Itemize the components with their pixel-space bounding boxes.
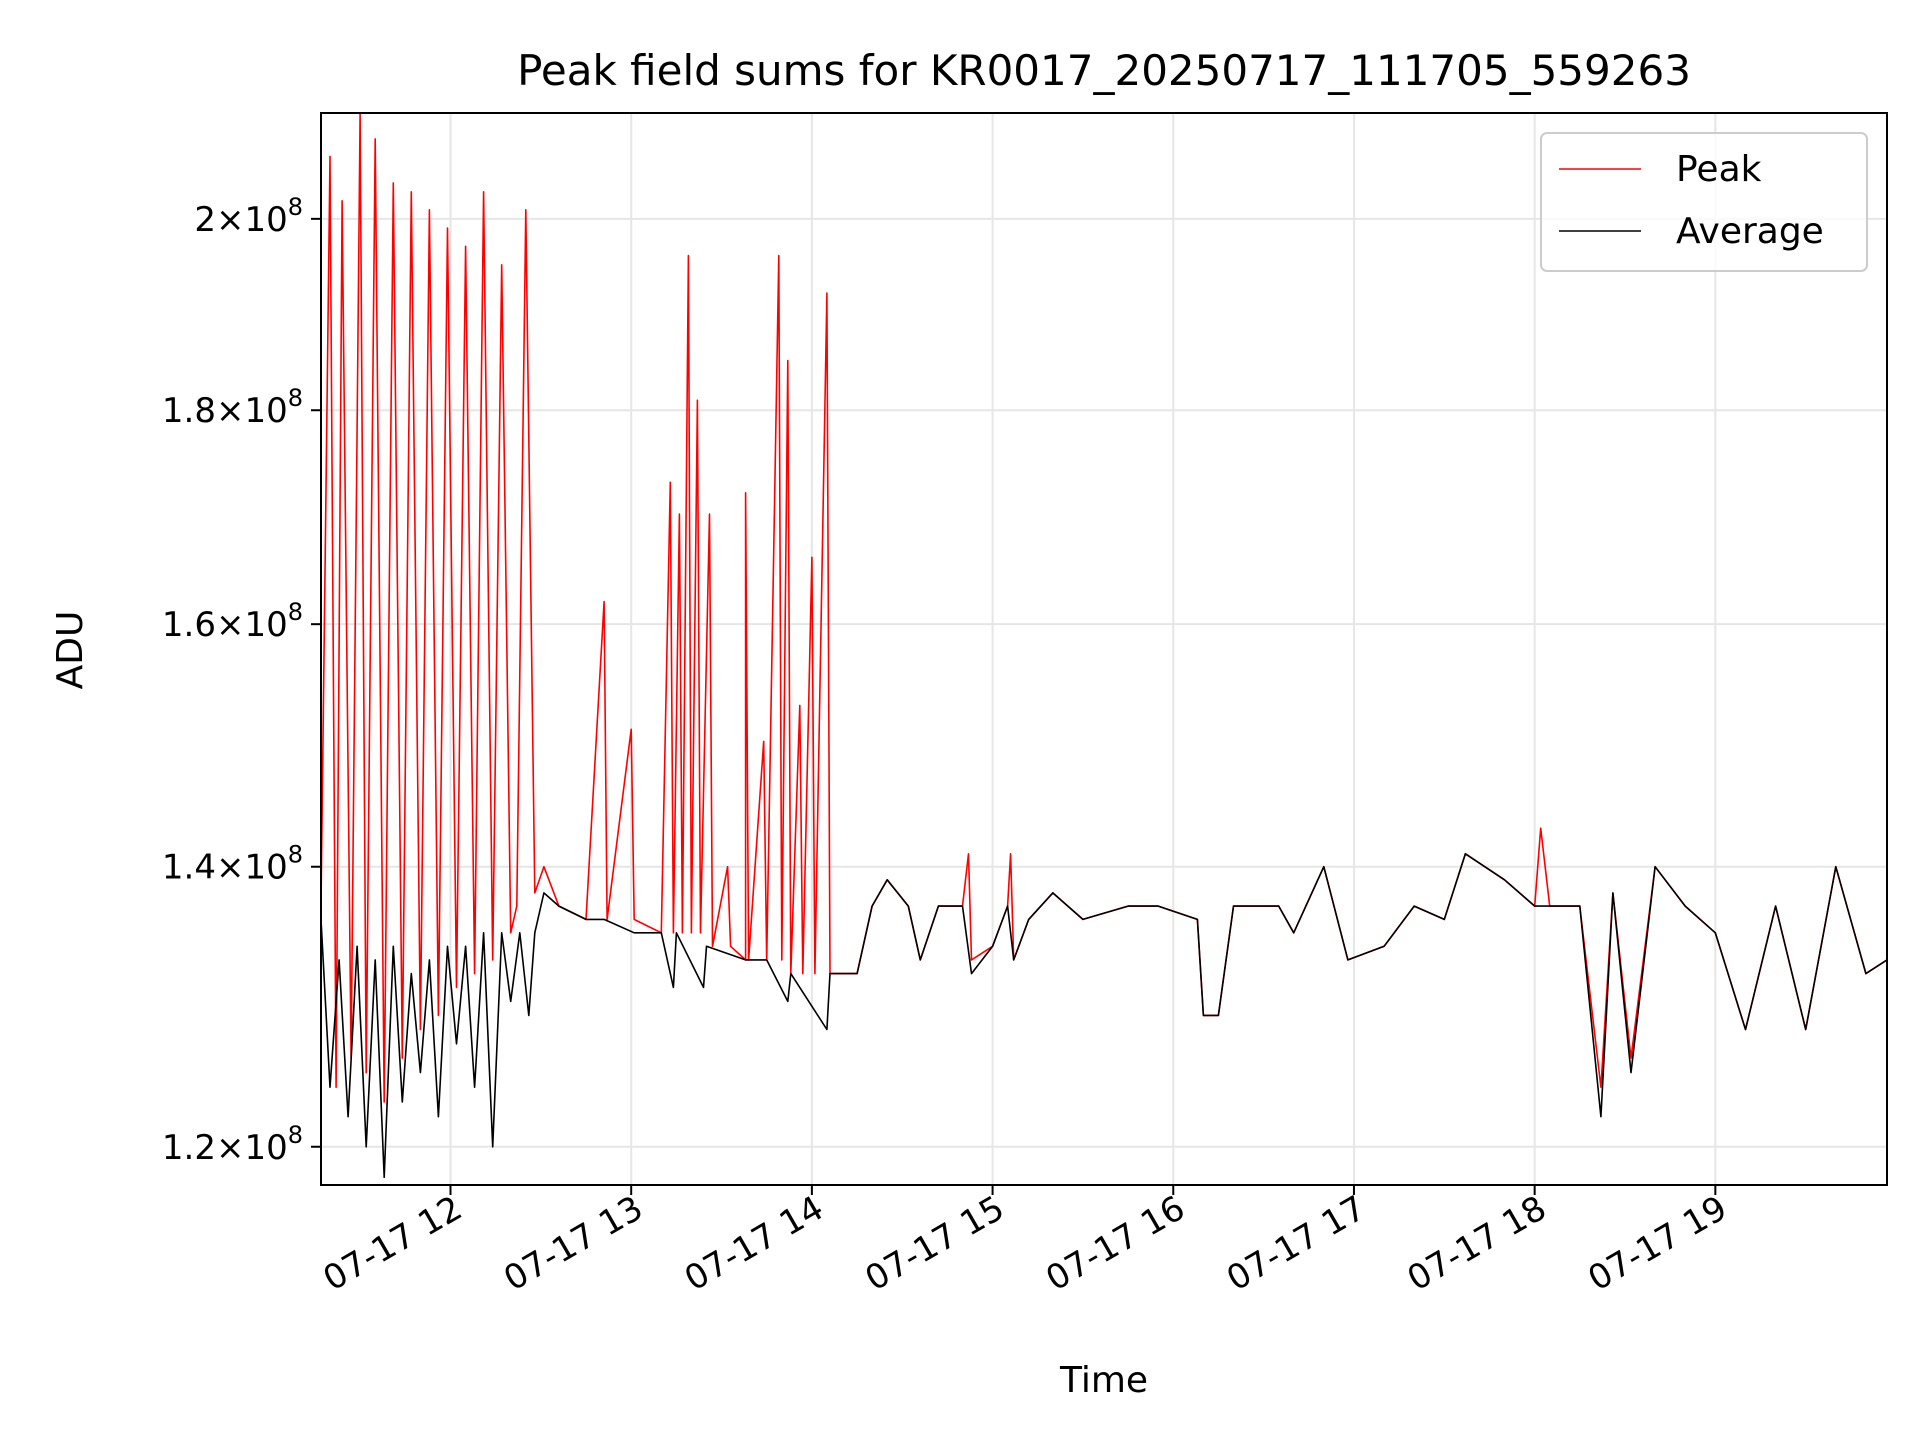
y-tick-mantissa: 1.2: [162, 1128, 216, 1168]
y-tick-times: ×10: [216, 605, 288, 645]
legend: Peak Average: [1540, 132, 1868, 272]
y-tick-mantissa: 1.6: [162, 605, 216, 645]
y-tick-times: ×10: [216, 200, 288, 240]
y-axis-label: ADU: [50, 611, 91, 690]
y-tick-times: ×10: [216, 391, 288, 431]
y-tick-mantissa: 1.8: [162, 391, 216, 431]
y-tick-mantissa: 2: [194, 200, 216, 240]
legend-box: [1540, 132, 1868, 272]
y-tick-label: 1.8×108: [162, 384, 303, 431]
y-tick-label: 1.6×108: [162, 598, 303, 645]
axes-frame: [320, 112, 1888, 1186]
plot-lines: [321, 113, 1887, 1179]
y-tick-times: ×10: [216, 848, 288, 888]
legend-label: Average: [1676, 211, 1824, 252]
y-tick-times: ×10: [216, 1128, 288, 1168]
y-tick-label: 2×108: [194, 193, 303, 240]
y-tick-exponent: 8: [288, 841, 303, 869]
y-tick-exponent: 8: [288, 598, 303, 626]
y-tick-exponent: 8: [288, 1121, 303, 1149]
y-tick-mantissa: 1.4: [162, 848, 216, 888]
y-tick-label: 1.2×108: [162, 1121, 303, 1168]
x-axis-label: Time: [1059, 1360, 1148, 1401]
legend-label: Peak: [1676, 149, 1762, 190]
series-line-average: [321, 853, 1887, 1179]
chart-title: Peak field sums for KR0017_20250717_1117…: [517, 46, 1691, 95]
y-tick-exponent: 8: [288, 193, 303, 221]
y-tick-label: 1.4×108: [162, 841, 303, 888]
y-tick-exponent: 8: [288, 384, 303, 412]
